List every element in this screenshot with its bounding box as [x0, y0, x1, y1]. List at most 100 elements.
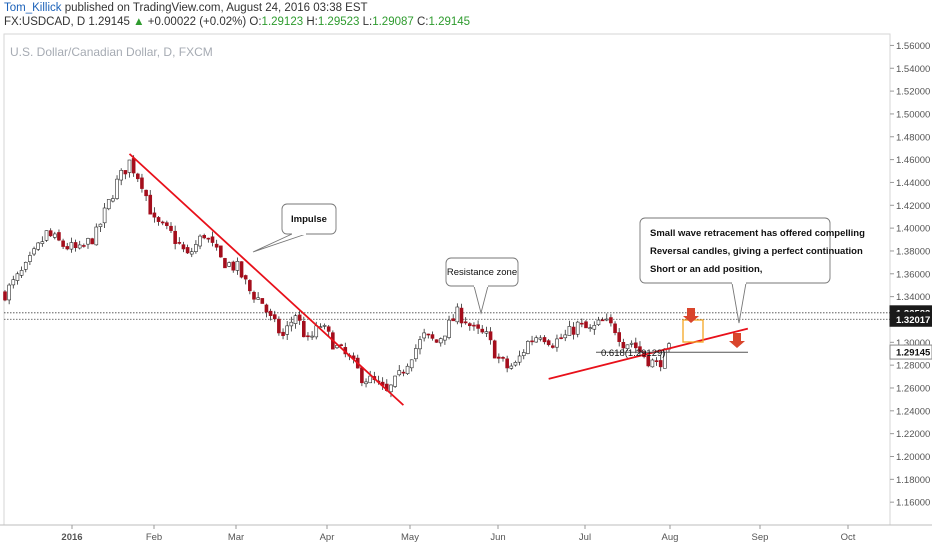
candle-body: [198, 235, 202, 247]
candle-body: [214, 243, 219, 248]
candle-body: [521, 352, 526, 356]
candle-body: [368, 375, 373, 384]
candle-body: [480, 328, 485, 333]
analysis-line: Small wave retracement has offered compe…: [650, 228, 865, 239]
candle-body: [625, 344, 630, 350]
candle-body: [492, 340, 497, 359]
candle-body: [173, 230, 177, 244]
impulse-trendline: [128, 153, 405, 406]
y-tick-label: 1.16000: [896, 498, 930, 509]
candle-body: [451, 318, 456, 322]
candle-body: [106, 199, 111, 210]
candle-body: [526, 341, 530, 354]
x-tick-label: Feb: [146, 532, 162, 543]
candle-body: [567, 326, 572, 336]
candle-body: [289, 321, 294, 327]
candle-body: [82, 245, 86, 247]
y-tick-label: 1.48000: [896, 132, 930, 143]
callout-pointer: [252, 233, 307, 253]
candle-body: [73, 242, 78, 248]
y-tick-label: 1.42000: [896, 201, 930, 212]
y-tick-label: 1.56000: [896, 41, 930, 52]
low-value: 1.29087: [372, 16, 414, 28]
candle-body: [44, 230, 49, 241]
candle-body: [3, 291, 7, 301]
candle-body: [401, 371, 406, 374]
candle-body: [177, 242, 182, 244]
candle-body: [596, 319, 601, 326]
y-tick-label: 1.22000: [896, 429, 930, 440]
candle-body: [148, 194, 153, 215]
candle-body: [48, 230, 53, 237]
candle-body: [443, 335, 447, 341]
fib-level-label: 0.618(1.29129): [601, 348, 665, 359]
candle-body: [231, 261, 236, 271]
y-tick-label: 1.24000: [896, 406, 930, 417]
candle-body: [252, 291, 256, 300]
y-tick-label: 1.54000: [896, 64, 930, 75]
candle-body: [505, 358, 509, 369]
candle-body: [181, 244, 186, 250]
x-tick-label: Jul: [579, 532, 591, 543]
candle-body: [550, 345, 555, 348]
candle-body: [588, 327, 592, 329]
candle-body: [438, 338, 443, 344]
candle-body: [169, 225, 173, 231]
candle-body: [19, 270, 24, 276]
candle-body: [530, 340, 534, 343]
price-tag-label: 1.32017: [896, 315, 930, 326]
down-arrow-icon: [683, 308, 699, 323]
candle-body: [281, 331, 285, 336]
candle-body: [223, 258, 227, 269]
reversal-highlight-box: [682, 319, 704, 343]
candle-body: [559, 337, 563, 339]
candle-body: [463, 321, 468, 324]
candle-body: [600, 319, 605, 322]
candle-body: [115, 178, 119, 199]
y-tick-label: 1.28000: [896, 361, 930, 372]
candle-body: [40, 241, 45, 244]
candle-body: [152, 212, 157, 218]
candle-body: [517, 355, 522, 363]
candle-body: [467, 323, 472, 327]
candle-body: [434, 339, 439, 343]
candle-body: [206, 237, 211, 240]
y-tick-label: 1.30000: [896, 338, 930, 349]
candle-body: [422, 332, 426, 339]
x-tick-label: Oct: [841, 532, 856, 543]
candle-body: [239, 261, 244, 278]
x-tick-label: Jun: [490, 532, 505, 543]
candle-body: [455, 306, 460, 323]
candle-body: [52, 233, 57, 238]
high-value: 1.29523: [317, 16, 360, 28]
y-tick-label: 1.50000: [896, 109, 930, 120]
candle-body: [160, 221, 165, 224]
candle-body: [194, 244, 198, 252]
candle-body: [563, 334, 568, 339]
publish-text: published on TradingView.com, August 24,…: [61, 2, 368, 14]
analysis-line: Reversal candles, giving a perfect conti…: [650, 246, 863, 257]
candle-body: [301, 321, 306, 338]
candle-body: [538, 337, 543, 340]
low-label: L:: [362, 16, 373, 28]
candle-body: [546, 340, 551, 346]
analysis-line: Short or an add position,: [650, 264, 762, 275]
candle-body: [86, 238, 90, 245]
y-tick-label: 1.36000: [896, 269, 930, 280]
candle-body: [293, 315, 298, 324]
chart-watermark: U.S. Dollar/Canadian Dollar, D, FXCM: [10, 45, 213, 59]
candle-body: [140, 177, 144, 189]
y-tick-label: 1.26000: [896, 383, 930, 394]
candle-body: [248, 280, 252, 292]
candle-body: [235, 261, 240, 271]
x-tick-label: Sep: [752, 532, 769, 543]
candle-body: [534, 337, 539, 343]
change-up-icon: ▲: [133, 16, 145, 28]
candle-body: [144, 189, 148, 197]
candle-body: [65, 246, 70, 250]
candle-body: [621, 342, 626, 349]
author-link[interactable]: Tom_Killick: [4, 2, 62, 14]
candle-body: [310, 335, 314, 338]
